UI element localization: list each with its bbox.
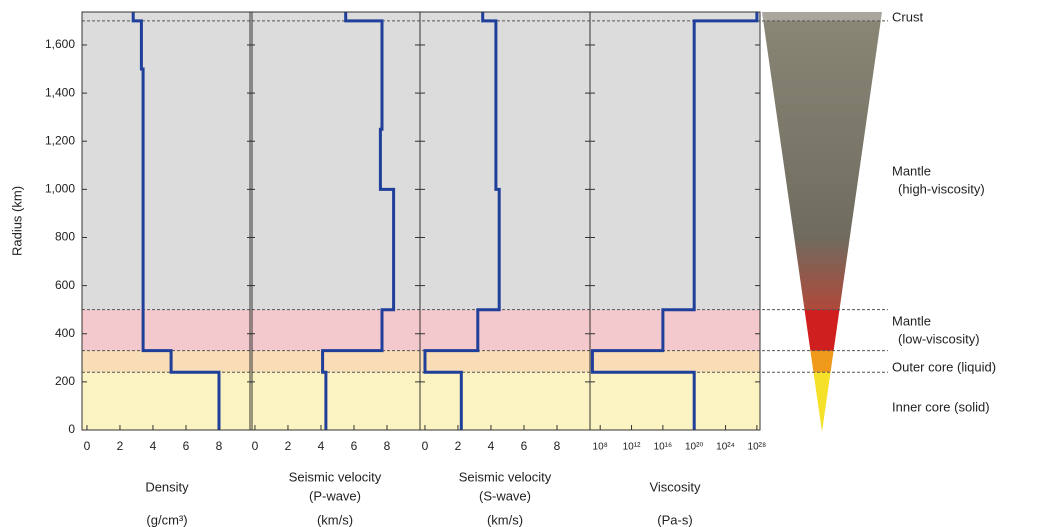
x-tick-label: 6: [521, 439, 528, 453]
x-axis-label: (g/cm³): [146, 512, 187, 527]
y-tick-label: 0: [68, 422, 75, 436]
cone-layer: [762, 309, 882, 352]
x-tick-label: 2: [117, 439, 124, 453]
cone-layer: [762, 20, 882, 311]
profile-line: [590, 12, 759, 430]
y-tick-label: 1,000: [45, 182, 75, 196]
layer-label: (low-viscosity): [898, 331, 980, 346]
x-tick-label: 4: [150, 439, 157, 453]
layer-band: [590, 309, 760, 351]
layer-band: [420, 350, 590, 373]
x-axis-label: (S-wave): [479, 488, 531, 503]
y-tick-label: 1,600: [45, 37, 75, 51]
y-tick-label: 800: [55, 230, 75, 244]
x-axis-label: (km/s): [317, 512, 353, 527]
x-tick-label: 6: [183, 439, 190, 453]
cone-layer: [762, 350, 882, 373]
x-axis-label: (Pa-s): [657, 512, 692, 527]
x-tick-label: 4: [318, 439, 325, 453]
layer-band: [420, 309, 590, 351]
layer-label: (high-viscosity): [898, 181, 985, 196]
x-tick-label: 10²⁸: [748, 442, 767, 453]
panel-frame: [81, 11, 253, 431]
layer-band: [250, 350, 420, 373]
layer-band: [250, 309, 420, 351]
y-tick-label: 200: [55, 374, 75, 388]
profile-line: [131, 12, 221, 430]
layer-label: Mantle: [892, 163, 931, 178]
layer-band: [420, 12, 590, 21]
cone-layer: [762, 372, 882, 431]
x-tick-label: 10⁸: [593, 442, 608, 453]
x-tick-label: 0: [252, 439, 259, 453]
x-tick-label: 8: [554, 439, 561, 453]
y-tick-label: 600: [55, 278, 75, 292]
x-tick-label: 2: [455, 439, 462, 453]
layer-band: [420, 20, 590, 310]
layer-band: [420, 372, 590, 430]
layer-band: [590, 20, 760, 310]
layer-band: [82, 309, 252, 351]
layer-band: [82, 350, 252, 373]
x-tick-label: 2: [285, 439, 292, 453]
x-tick-label: 8: [216, 439, 223, 453]
panel-frame: [589, 11, 761, 431]
x-axis-label: (P-wave): [309, 488, 361, 503]
layer-band: [250, 372, 420, 430]
profile-line: [321, 12, 396, 430]
x-tick-label: 6: [351, 439, 358, 453]
x-axis-label: Viscosity: [649, 479, 701, 494]
layer-band: [590, 12, 760, 21]
y-axis-label: Radius (km): [9, 186, 24, 256]
x-tick-label: 10¹⁶: [654, 442, 673, 453]
x-tick-label: 4: [488, 439, 495, 453]
x-tick-label: 10¹²: [623, 442, 641, 453]
layer-band: [250, 20, 420, 310]
layer-band: [82, 12, 252, 21]
layer-band: [82, 372, 252, 430]
layer-label: Inner core (solid): [892, 399, 990, 414]
x-axis-label: (km/s): [487, 512, 523, 527]
layer-band: [250, 12, 420, 21]
x-axis-label: Seismic velocity: [459, 469, 552, 484]
x-tick-label: 10²⁰: [685, 442, 703, 453]
y-tick-label: 400: [55, 326, 75, 340]
x-axis-label: Seismic velocity: [289, 469, 382, 484]
x-axis-label: Density: [145, 479, 189, 494]
x-tick-label: 0: [422, 439, 429, 453]
y-tick-label: 1,400: [45, 85, 75, 99]
profile-line: [423, 12, 501, 430]
layer-label: Crust: [892, 9, 923, 24]
x-tick-label: 0: [84, 439, 91, 453]
x-tick-label: 8: [384, 439, 391, 453]
cone-layer: [762, 12, 882, 22]
y-tick-label: 1,200: [45, 133, 75, 147]
layer-label: Mantle: [892, 313, 931, 328]
layer-band: [82, 20, 252, 310]
layer-band: [590, 350, 760, 373]
layer-label: Outer core (liquid): [892, 359, 996, 374]
layer-band: [590, 372, 760, 430]
x-tick-label: 10²⁴: [716, 442, 735, 453]
